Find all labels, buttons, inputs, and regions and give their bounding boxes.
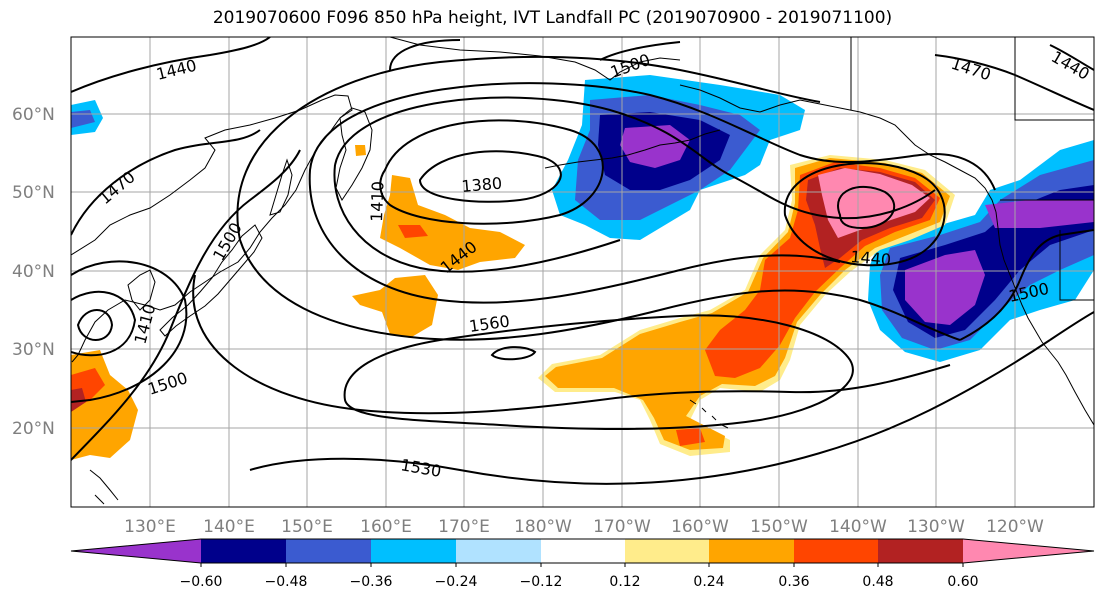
contour-1440-gulf xyxy=(837,185,896,230)
colorbar-tick-label: 0.36 xyxy=(778,574,809,590)
colorbar-segment xyxy=(201,539,286,563)
negative-anomaly-coast-streak xyxy=(985,200,1094,228)
contour-label: 1440 xyxy=(850,247,892,269)
colorbar-segment xyxy=(286,539,371,563)
longitude-label: 170°E xyxy=(438,517,490,537)
longitude-label: 120°W xyxy=(986,517,1044,537)
longitude-label: 160°E xyxy=(360,517,412,537)
positive-anomaly-central-2 xyxy=(352,275,438,338)
coast-kamchatka xyxy=(335,107,373,201)
latitude-label: 30°N xyxy=(12,340,55,360)
longitude-label: 130°E xyxy=(124,517,176,537)
coastlines xyxy=(71,37,1094,505)
positive-anomaly-small-fleck xyxy=(355,145,366,156)
longitude-label: 140°E xyxy=(203,517,255,537)
positive-anomaly-central-1-red xyxy=(398,225,428,238)
coast-hawaii xyxy=(689,399,729,429)
longitude-label: 160°W xyxy=(671,517,729,537)
contour-1410-west xyxy=(379,119,604,225)
colorbar-tick-label: 0.24 xyxy=(693,574,724,590)
contour-1440-northwest xyxy=(71,37,271,93)
latitude-label: 20°N xyxy=(12,419,55,439)
coast-aleutians xyxy=(544,129,721,169)
longitude-labels: 130°E 140°E 150°E 160°E 170°E 180°W 170°… xyxy=(124,517,1044,537)
longitude-label: 170°W xyxy=(593,517,651,537)
colorbar-tick-label: −0.36 xyxy=(350,574,393,590)
figure-title: 2019070600 F096 850 hPa height, IVT Land… xyxy=(212,8,893,28)
contour-1440-gulf-outer xyxy=(783,162,946,267)
height-contours xyxy=(71,37,1094,485)
coast-canada-box xyxy=(851,37,1094,121)
contour-1560 xyxy=(343,314,854,430)
colorbar-segment xyxy=(963,539,1094,563)
contour-1380 xyxy=(418,150,562,203)
coast-philippines xyxy=(89,469,119,505)
colorbar-segment xyxy=(456,539,541,563)
contour-1530 xyxy=(192,274,1051,485)
contour-label: 1410 xyxy=(367,181,387,222)
map-frame xyxy=(70,36,1095,508)
colorbar-ticks xyxy=(200,563,964,567)
contour-1410-west-low xyxy=(76,309,114,341)
coast-north-america xyxy=(995,211,1094,426)
colorbar-segment xyxy=(71,539,201,563)
contour-1440-west-low xyxy=(71,290,137,357)
coast-japan xyxy=(159,224,263,337)
longitude-label: 180°W xyxy=(514,517,572,537)
contour-1440-northeast xyxy=(1049,44,1094,71)
colorbar-segment xyxy=(371,539,456,563)
contour-label: 1380 xyxy=(461,174,503,196)
colorbar-segment xyxy=(625,539,709,563)
latitude-label: 60°N xyxy=(12,105,55,125)
latitude-label: 50°N xyxy=(12,183,55,203)
longitude-label: 150°E xyxy=(281,517,333,537)
coast-chukotka xyxy=(389,37,681,81)
coast-us-border xyxy=(1000,199,1094,301)
contour-1560-small xyxy=(490,346,537,361)
ivt-shading xyxy=(71,75,1094,460)
coast-korea xyxy=(127,269,156,311)
contour-1500-central xyxy=(236,55,961,341)
colorbar-segment xyxy=(709,539,794,563)
contour-1500-west xyxy=(71,149,301,461)
colorbar-segment xyxy=(878,539,963,563)
colorbar-segment xyxy=(794,539,878,563)
latitude-labels: 60°N 50°N 40°N 30°N 20°N xyxy=(12,105,55,439)
longitude-label: 140°W xyxy=(829,517,887,537)
coast-alaska xyxy=(679,84,997,213)
latitude-label: 40°N xyxy=(12,262,55,282)
positive-anomaly-japan-coast-dark xyxy=(71,388,86,412)
colorbar-tick-label: 0.60 xyxy=(947,574,978,590)
contour-1470-west xyxy=(71,129,261,403)
colorbar-tick-label: −0.60 xyxy=(180,574,223,590)
colorbar-segment xyxy=(541,539,625,563)
colorbar-tick-label: −0.48 xyxy=(265,574,308,590)
longitude-label: 150°W xyxy=(750,517,808,537)
contour-1410-north xyxy=(389,39,681,71)
colorbar-tick-label: 0.48 xyxy=(862,574,893,590)
contour-1530-east xyxy=(1049,311,1094,341)
contour-1470-north-east xyxy=(934,54,1094,111)
longitude-label: 130°W xyxy=(907,517,965,537)
positive-anomaly-southern-tongue xyxy=(676,428,705,446)
colorbar-tick-label: 0.12 xyxy=(609,574,640,590)
colorbar-tick-label: −0.24 xyxy=(435,574,478,590)
contour-1500-east xyxy=(959,229,1094,341)
coast-sakhalin xyxy=(269,158,293,216)
map-panel: 1440 1500 1470 1440 1470 1410 1380 1500 … xyxy=(71,37,1094,507)
colorbar-tick-label: −0.12 xyxy=(520,574,563,590)
negative-anomaly-west-coast-peak xyxy=(905,250,985,325)
contour-1470-central xyxy=(308,82,996,304)
contour-1440-central xyxy=(333,96,936,273)
colorbar: −0.60 −0.48 −0.36 −0.24 −0.12 0.12 0.24 … xyxy=(70,538,1095,590)
positive-anomaly-main-pink xyxy=(818,168,930,238)
